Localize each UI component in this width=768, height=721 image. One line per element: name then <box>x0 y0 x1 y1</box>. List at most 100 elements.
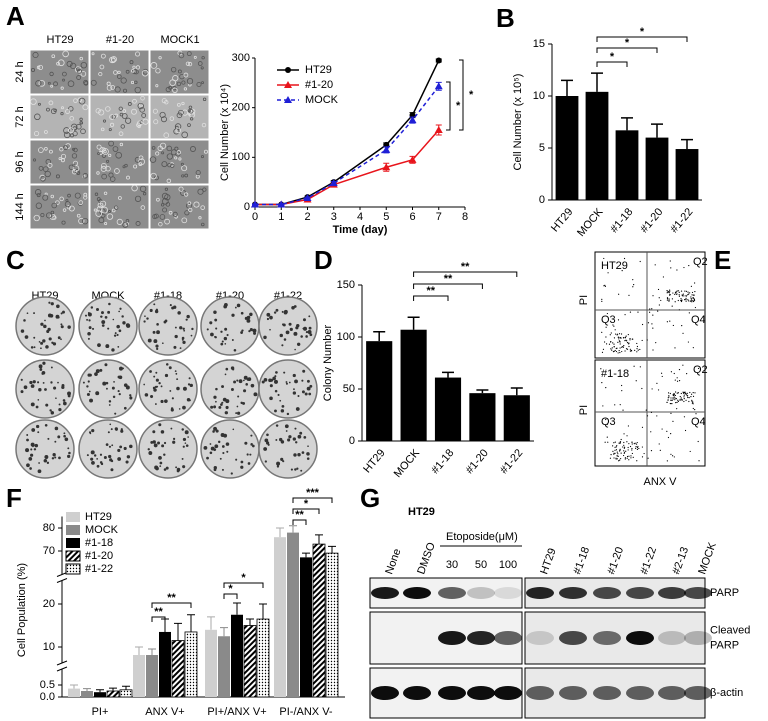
colony <box>170 407 174 410</box>
colony <box>164 399 168 404</box>
cytometry-event <box>652 327 654 329</box>
culture-plate <box>258 359 318 419</box>
marker <box>382 163 391 171</box>
colony <box>292 437 297 441</box>
cytometry-event <box>650 411 653 413</box>
cytometry-event <box>671 403 673 405</box>
cell <box>105 166 111 172</box>
cell <box>124 221 129 227</box>
cell <box>118 106 123 111</box>
cell <box>62 208 67 212</box>
colony <box>29 380 33 385</box>
cytometry-event <box>688 400 690 403</box>
colony <box>220 342 224 346</box>
colony <box>118 310 121 313</box>
cytometry-event <box>619 343 621 345</box>
cytometry-event <box>613 442 615 444</box>
cytometry-event <box>615 449 618 451</box>
bar <box>366 341 393 441</box>
cytometry-event <box>629 350 632 352</box>
lane-label: #1-18 <box>571 545 592 576</box>
colony <box>244 441 248 445</box>
colony <box>182 340 186 344</box>
cell <box>189 146 196 152</box>
cytometry-event <box>666 321 668 323</box>
cytometry-event <box>678 380 681 382</box>
y-tick-label: 0 <box>349 435 355 447</box>
colony <box>281 310 284 313</box>
cytometry-event <box>683 416 686 418</box>
cytometry-event <box>637 311 639 313</box>
cytometry-event <box>667 399 669 401</box>
cell <box>181 131 189 139</box>
cell <box>195 170 201 176</box>
cytometry-event <box>620 452 622 454</box>
bar <box>555 96 579 200</box>
blot-band <box>626 686 654 700</box>
cytometry-event <box>681 325 683 327</box>
colony <box>107 327 110 330</box>
cytometry-event <box>672 398 674 400</box>
cell <box>202 187 207 192</box>
colony <box>182 386 187 391</box>
x-tick-label: PI+ <box>92 706 109 718</box>
colony <box>29 467 32 470</box>
cytometry-event <box>623 450 625 452</box>
significance-bracket <box>413 283 483 289</box>
colony <box>223 336 228 341</box>
cell <box>51 54 56 59</box>
error-bar <box>442 371 454 378</box>
panel-label: B <box>496 3 515 33</box>
cytometry-event <box>684 429 687 432</box>
blot-band <box>684 587 712 599</box>
colony <box>57 435 61 439</box>
colony <box>153 443 158 448</box>
colony <box>301 379 304 382</box>
cytometry-event <box>677 399 679 401</box>
cytometry-event <box>652 349 654 351</box>
cytometry-event <box>608 343 611 345</box>
cell <box>186 202 192 209</box>
cell <box>141 113 147 118</box>
colony <box>185 444 189 447</box>
cytometry-event <box>628 294 630 296</box>
colony <box>119 445 123 449</box>
cytometry-event <box>618 450 621 452</box>
cytometry-event <box>613 346 615 348</box>
colony <box>226 450 229 453</box>
cytometry-event <box>621 390 623 392</box>
bar <box>300 557 312 697</box>
culture-plate <box>15 419 75 479</box>
cytometry-event <box>669 289 671 291</box>
cell <box>34 113 41 121</box>
cytometry-event <box>692 299 694 302</box>
cytometry-event <box>682 364 684 366</box>
cytometry-event <box>615 446 617 448</box>
colony <box>125 323 130 328</box>
colony <box>213 395 217 399</box>
series-line <box>255 85 440 206</box>
cytometry-event <box>627 333 629 336</box>
cytometry-event <box>607 441 609 443</box>
colony <box>154 465 159 470</box>
colony <box>55 397 57 399</box>
colony <box>87 312 90 315</box>
cytometry-event <box>667 291 670 293</box>
colony <box>280 457 284 461</box>
cell <box>139 185 147 193</box>
cell <box>142 192 147 196</box>
colony <box>157 441 161 445</box>
colony <box>250 442 253 446</box>
colony <box>264 438 269 443</box>
cytometry-event <box>692 401 694 403</box>
quadrant-label: Q2 <box>693 256 708 268</box>
cytometry-event <box>667 436 670 439</box>
cell <box>177 103 181 107</box>
colony <box>40 322 44 326</box>
bar <box>400 329 427 441</box>
colony <box>38 340 41 343</box>
colony <box>308 392 312 396</box>
cell <box>35 202 43 209</box>
colony <box>215 387 218 391</box>
panel-label: E <box>714 245 731 275</box>
